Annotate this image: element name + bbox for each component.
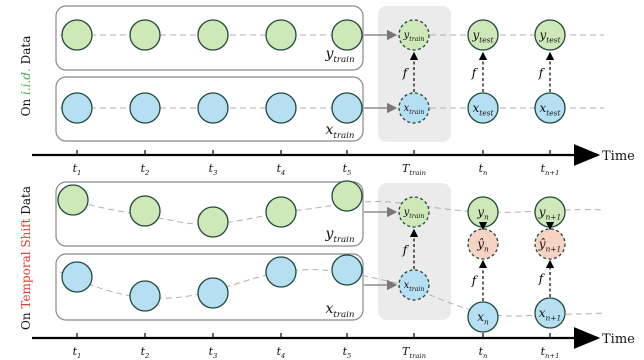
bottom-test-yhat-node-2: [534, 228, 566, 260]
axis-1-tick-label-2: t2: [141, 162, 150, 177]
axis-2-tick-label-5: t5: [343, 345, 352, 360]
top-x-node-1: [61, 92, 93, 124]
bottom-x-node-5: [331, 254, 363, 286]
top-test-f-label-1: f: [471, 66, 479, 80]
top-train-y-node: [398, 19, 430, 51]
bottom-test-x-node-2: [534, 297, 566, 329]
bottom-y-box-label: ytrain: [324, 226, 354, 245]
axis-1-tick-label-6: Ttrain: [402, 162, 426, 177]
axis-2-tick-label-2: t2: [141, 345, 150, 360]
bottom-y-node-1: [57, 184, 89, 216]
time-axis-label-2: Time: [602, 332, 635, 347]
bottom-x-node-2: [129, 280, 161, 312]
top-y-node-3: [197, 19, 229, 51]
top-train-x-node: [398, 92, 430, 124]
top-y-node-4: [265, 19, 297, 51]
bottom-test-x-label-1: xn: [477, 310, 489, 326]
top-test-f-label-2: f: [538, 66, 546, 80]
top-y-node-5: [331, 19, 363, 51]
bottom-test-y-label-2: yn+1: [538, 205, 562, 221]
axis-2-tick-label-3: t3: [209, 345, 218, 360]
bottom-x-node-3: [197, 277, 229, 309]
bottom-train-x-node: [398, 269, 430, 301]
axis-1-tick-label-4: t4: [277, 162, 286, 177]
top-test-y-node-1: [467, 19, 499, 51]
axis-1-tick-label-3: t3: [209, 162, 218, 177]
top-test-x-node-1: [467, 92, 499, 124]
time-axis-label-1: Time: [602, 149, 635, 164]
bottom-train-x-label: xtrain: [404, 280, 425, 293]
bottom-test-yhat-node-1: [467, 228, 499, 260]
bottom-test-yhat-label-1: ŷn: [476, 237, 489, 253]
top-y-node-1: [61, 19, 93, 51]
top-train-f-label: f: [402, 66, 410, 80]
bottom-side-label: On Temporal Shift Data: [19, 186, 33, 330]
top-test-x-node-2: [534, 92, 566, 124]
bottom-test-x-label-2: xn+1: [539, 306, 562, 322]
bottom-train-y-label: ytrain: [403, 207, 425, 220]
top-side-label: On i.i.d. Data: [19, 36, 33, 117]
top-x-node-3: [197, 92, 229, 124]
top-y-node-2: [129, 19, 161, 51]
bottom-test-yhat-label-2: ŷn+1: [538, 237, 562, 253]
axis-2-tick-label-4: t4: [277, 345, 286, 360]
axis-2-tick-label-6: Ttrain: [402, 345, 426, 360]
top-x-box: [55, 76, 364, 142]
bottom-train-f-label: f: [402, 243, 410, 257]
bottom-test-f-label-1: f: [471, 274, 479, 288]
bottom-train-y-node: [398, 196, 430, 228]
bottom-x-node-4: [265, 256, 297, 288]
bottom-y-guide: [59, 195, 605, 225]
top-x-node-2: [129, 92, 161, 124]
axis-2-tick-label-7: tn: [479, 345, 488, 360]
axis-2-tick-label-8: tn+1: [541, 345, 560, 360]
axis-1-tick-label-8: tn+1: [541, 162, 560, 177]
axis-1-tick-label-1: t1: [73, 162, 82, 177]
bottom-y-node-3: [197, 206, 229, 238]
bottom-y-node-5: [331, 180, 363, 212]
top-x-box-label: xtrain: [325, 122, 354, 141]
bottom-y-node-2: [129, 195, 161, 227]
bottom-x-box-label: xtrain: [325, 301, 354, 320]
top-test-y-label-1: ytest: [472, 28, 494, 44]
bottom-test-x-node-1: [467, 301, 499, 333]
top-test-y-label-2: ytest: [539, 28, 561, 44]
top-y-box: [55, 5, 364, 71]
bottom-y-box: [55, 181, 364, 247]
axis-2-tick-label-1: t1: [73, 345, 82, 360]
top-y-box-label: ytrain: [324, 46, 354, 65]
axis-1-tick-label-7: tn: [479, 162, 488, 177]
bottom-x-node-1: [61, 261, 93, 293]
bottom-x-box: [55, 253, 364, 321]
top-train-y-label: ytrain: [403, 30, 425, 43]
top-test-x-label-1: xtest: [473, 101, 494, 117]
top-test-x-label-2: xtest: [540, 101, 561, 117]
bottom-test-f-label-2: f: [538, 272, 546, 286]
top-x-node-4: [265, 92, 297, 124]
bottom-y-node-4: [265, 196, 297, 228]
bottom-test-y-label-1: yn: [476, 205, 489, 221]
axis-1-tick-label-5: t5: [343, 162, 352, 177]
top-train-x-label: xtrain: [404, 103, 425, 116]
top-test-y-node-2: [534, 19, 566, 51]
top-x-node-5: [331, 92, 363, 124]
